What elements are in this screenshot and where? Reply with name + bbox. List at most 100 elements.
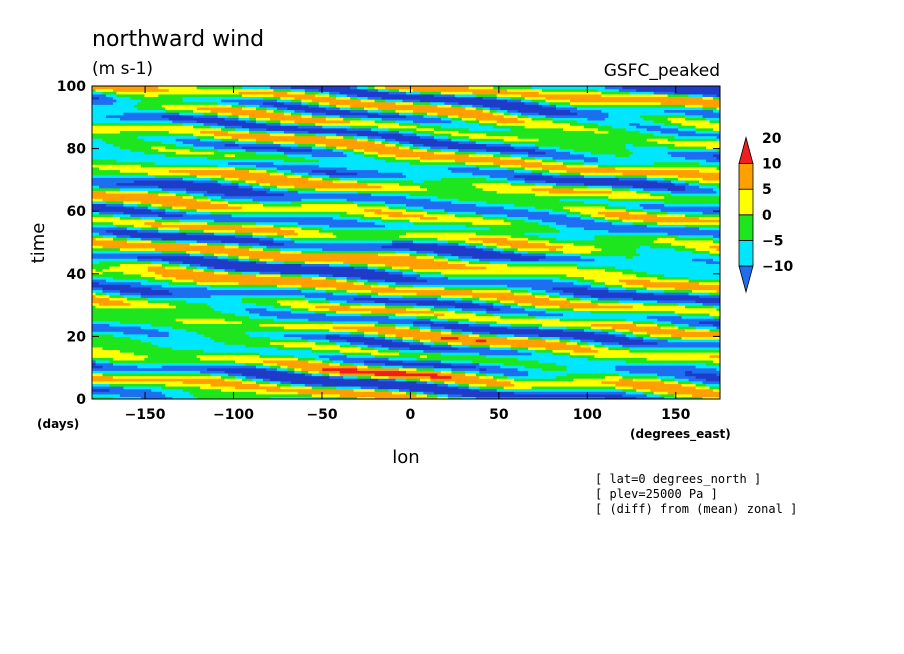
heatmap-cell xyxy=(217,349,222,353)
heatmap-cell xyxy=(385,359,390,364)
heatmap-cell xyxy=(493,354,498,358)
heatmap-cell xyxy=(186,370,191,374)
heatmap-cell xyxy=(168,359,173,364)
heatmap-cell xyxy=(514,396,519,399)
heatmap-cell xyxy=(357,393,362,397)
heatmap-cell xyxy=(112,349,118,353)
heatmap-cell xyxy=(158,349,163,353)
heatmap-cell xyxy=(266,375,271,379)
heatmap-cell xyxy=(228,354,233,358)
heatmap-cell xyxy=(182,344,187,348)
heatmap-cell xyxy=(92,354,97,358)
heatmap-cell xyxy=(493,349,498,353)
heatmap-cell xyxy=(325,391,330,395)
heatmap-cell xyxy=(175,385,180,390)
heatmap-cell xyxy=(346,375,351,379)
heatmap-cell xyxy=(301,385,306,390)
heatmap-cell xyxy=(399,393,404,397)
heatmap-cell xyxy=(353,359,358,364)
heatmap-cell xyxy=(353,372,358,377)
heatmap-cell xyxy=(423,383,428,387)
heatmap-cell xyxy=(144,378,149,382)
heatmap-cell xyxy=(625,393,630,397)
heatmap-cell xyxy=(437,380,442,384)
heatmap-cell xyxy=(140,359,145,364)
heatmap-cell xyxy=(437,354,442,358)
heatmap-cell xyxy=(92,359,97,364)
heatmap-cell xyxy=(692,388,697,392)
heatmap-cell xyxy=(667,375,672,379)
heatmap-cell xyxy=(430,372,435,377)
heatmap-cell xyxy=(528,372,533,377)
heatmap-cell xyxy=(493,391,498,395)
heatmap-cell xyxy=(653,349,658,353)
heatmap-cell xyxy=(653,396,658,399)
heatmap-cell xyxy=(524,388,529,392)
heatmap-cell xyxy=(196,367,201,371)
heatmap-cell xyxy=(406,378,411,382)
heatmap-cell xyxy=(151,383,156,387)
heatmap-cell xyxy=(507,357,512,361)
heatmap-cell xyxy=(371,375,376,379)
heatmap-cell xyxy=(695,388,700,392)
heatmap-cell xyxy=(517,354,522,358)
heatmap-cell xyxy=(301,365,306,369)
heatmap-cell xyxy=(95,354,100,358)
heatmap-cell xyxy=(486,362,491,366)
heatmap-cell xyxy=(308,372,313,377)
heatmap-cell xyxy=(447,385,452,390)
heatmap-cell xyxy=(165,396,170,399)
heatmap-cell xyxy=(559,372,564,377)
heatmap-cell xyxy=(489,393,494,397)
heatmap-cell xyxy=(172,391,177,395)
heatmap-cell xyxy=(604,354,609,358)
heatmap-cell xyxy=(587,365,592,369)
heatmap-cell xyxy=(273,359,278,364)
heatmap-cell xyxy=(472,362,477,366)
heatmap-cell xyxy=(217,370,222,374)
heatmap-cell xyxy=(147,396,152,399)
heatmap-cell xyxy=(639,372,644,377)
heatmap-cell xyxy=(350,367,355,371)
heatmap-cell xyxy=(426,378,432,382)
heatmap-cell xyxy=(521,393,526,397)
heatmap-cell xyxy=(388,388,393,392)
heatmap-cell xyxy=(622,352,627,356)
heatmap-cell xyxy=(521,354,526,358)
heatmap-cell xyxy=(238,388,243,392)
heatmap-cell xyxy=(653,383,658,387)
heatmap-cell xyxy=(646,372,651,377)
heatmap-cell xyxy=(692,346,697,351)
heatmap-cell xyxy=(702,365,707,369)
heatmap-cell xyxy=(371,359,376,364)
heatmap-cell xyxy=(510,354,515,358)
heatmap-cell xyxy=(402,352,407,356)
heatmap-cell xyxy=(674,367,679,371)
heatmap-cell xyxy=(594,383,599,387)
heatmap-cell xyxy=(482,375,487,379)
heatmap-cell xyxy=(437,349,442,353)
heatmap-cell xyxy=(133,359,138,364)
heatmap-cell xyxy=(287,385,292,390)
heatmap-cell xyxy=(371,383,376,387)
heatmap-cell xyxy=(447,354,452,358)
heatmap-cell xyxy=(283,344,288,348)
heatmap-cell xyxy=(699,375,704,379)
heatmap-cell xyxy=(245,393,250,397)
heatmap-cell xyxy=(193,367,198,371)
heatmap-cell xyxy=(657,378,662,382)
heatmap-cell xyxy=(228,378,233,382)
heatmap-cell xyxy=(489,349,494,353)
heatmap-cell xyxy=(364,396,369,399)
heatmap-cell xyxy=(639,357,644,361)
heatmap-cell xyxy=(507,367,512,371)
heatmap-cell xyxy=(636,372,641,377)
heatmap-cell xyxy=(119,352,124,356)
heatmap-cell xyxy=(503,378,508,382)
heatmap-cell xyxy=(158,372,163,377)
heatmap-cell xyxy=(294,375,299,379)
heatmap-cell xyxy=(353,365,358,369)
heatmap-cell xyxy=(357,344,362,348)
heatmap-cell xyxy=(137,378,142,382)
heatmap-cell xyxy=(207,372,212,377)
